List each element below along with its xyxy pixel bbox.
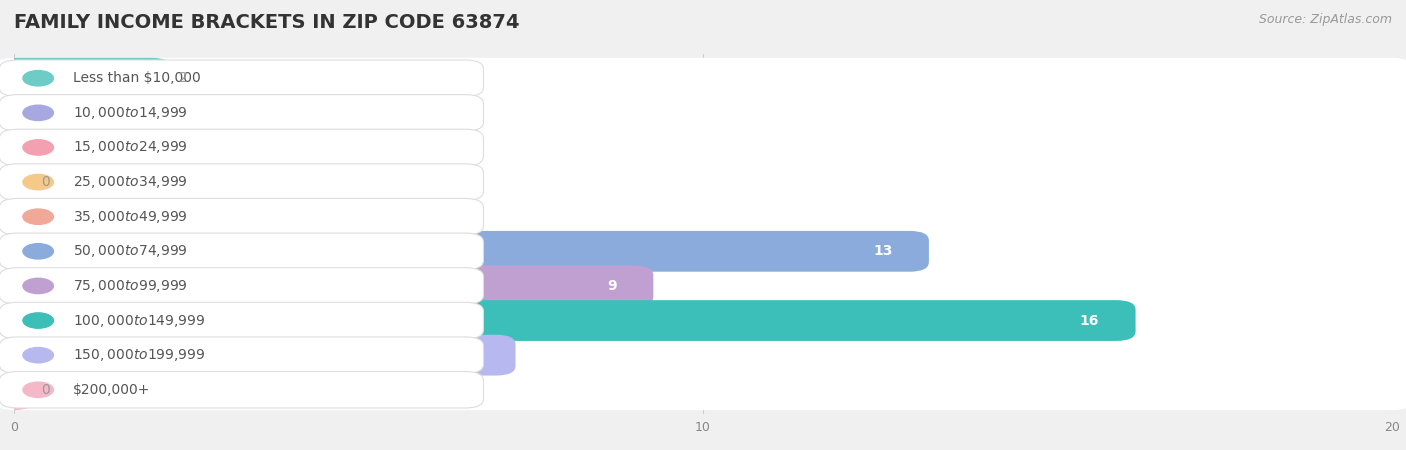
FancyBboxPatch shape xyxy=(0,127,1406,168)
FancyBboxPatch shape xyxy=(0,266,654,306)
Text: 6: 6 xyxy=(401,140,411,154)
Text: 0: 0 xyxy=(42,383,51,397)
FancyBboxPatch shape xyxy=(14,338,1392,373)
FancyBboxPatch shape xyxy=(0,231,929,272)
Text: $75,000 to $99,999: $75,000 to $99,999 xyxy=(73,278,187,294)
FancyBboxPatch shape xyxy=(14,199,1392,234)
FancyBboxPatch shape xyxy=(0,268,484,304)
Text: $10,000 to $14,999: $10,000 to $14,999 xyxy=(73,105,187,121)
Text: 13: 13 xyxy=(873,244,893,258)
Circle shape xyxy=(22,382,53,397)
FancyBboxPatch shape xyxy=(0,231,1406,272)
Text: FAMILY INCOME BRACKETS IN ZIP CODE 63874: FAMILY INCOME BRACKETS IN ZIP CODE 63874 xyxy=(14,14,520,32)
FancyBboxPatch shape xyxy=(0,58,172,99)
FancyBboxPatch shape xyxy=(0,58,1406,99)
Circle shape xyxy=(22,105,53,121)
FancyBboxPatch shape xyxy=(14,269,1392,303)
Text: $100,000 to $149,999: $100,000 to $149,999 xyxy=(73,313,205,328)
Circle shape xyxy=(22,209,53,225)
FancyBboxPatch shape xyxy=(0,300,1136,341)
FancyBboxPatch shape xyxy=(14,234,1392,269)
Circle shape xyxy=(22,175,53,190)
FancyBboxPatch shape xyxy=(0,162,1406,202)
Circle shape xyxy=(22,140,53,155)
FancyBboxPatch shape xyxy=(0,300,1406,341)
FancyBboxPatch shape xyxy=(0,369,1406,410)
FancyBboxPatch shape xyxy=(0,162,34,202)
Circle shape xyxy=(22,243,53,259)
Text: 5: 5 xyxy=(332,210,342,224)
FancyBboxPatch shape xyxy=(0,94,484,131)
FancyBboxPatch shape xyxy=(14,130,1392,165)
FancyBboxPatch shape xyxy=(0,60,484,96)
Circle shape xyxy=(22,278,53,293)
Circle shape xyxy=(22,313,53,328)
FancyBboxPatch shape xyxy=(0,372,484,408)
FancyBboxPatch shape xyxy=(0,129,484,166)
Text: $35,000 to $49,999: $35,000 to $49,999 xyxy=(73,209,187,225)
Text: 7: 7 xyxy=(470,348,479,362)
Text: 2: 2 xyxy=(180,71,188,85)
FancyBboxPatch shape xyxy=(0,92,447,133)
FancyBboxPatch shape xyxy=(0,164,484,200)
FancyBboxPatch shape xyxy=(14,95,1392,130)
Text: $50,000 to $74,999: $50,000 to $74,999 xyxy=(73,243,187,259)
Text: $150,000 to $199,999: $150,000 to $199,999 xyxy=(73,347,205,363)
Circle shape xyxy=(22,71,53,86)
FancyBboxPatch shape xyxy=(14,373,1392,407)
Text: Less than $10,000: Less than $10,000 xyxy=(73,71,201,85)
Text: 9: 9 xyxy=(607,279,617,293)
FancyBboxPatch shape xyxy=(0,196,1406,237)
Text: 6: 6 xyxy=(401,106,411,120)
FancyBboxPatch shape xyxy=(0,335,1406,376)
Text: 0: 0 xyxy=(42,175,51,189)
FancyBboxPatch shape xyxy=(0,196,378,237)
Text: 16: 16 xyxy=(1080,314,1099,328)
FancyBboxPatch shape xyxy=(0,337,484,374)
Text: $15,000 to $24,999: $15,000 to $24,999 xyxy=(73,140,187,155)
Text: $25,000 to $34,999: $25,000 to $34,999 xyxy=(73,174,187,190)
FancyBboxPatch shape xyxy=(0,335,516,376)
FancyBboxPatch shape xyxy=(14,303,1392,338)
FancyBboxPatch shape xyxy=(0,233,484,270)
FancyBboxPatch shape xyxy=(14,61,1392,95)
Text: Source: ZipAtlas.com: Source: ZipAtlas.com xyxy=(1258,14,1392,27)
FancyBboxPatch shape xyxy=(0,198,484,235)
FancyBboxPatch shape xyxy=(0,369,34,410)
Text: $200,000+: $200,000+ xyxy=(73,383,150,397)
FancyBboxPatch shape xyxy=(0,266,1406,306)
Circle shape xyxy=(22,347,53,363)
FancyBboxPatch shape xyxy=(0,302,484,339)
FancyBboxPatch shape xyxy=(0,127,447,168)
FancyBboxPatch shape xyxy=(14,165,1392,199)
FancyBboxPatch shape xyxy=(0,92,1406,133)
